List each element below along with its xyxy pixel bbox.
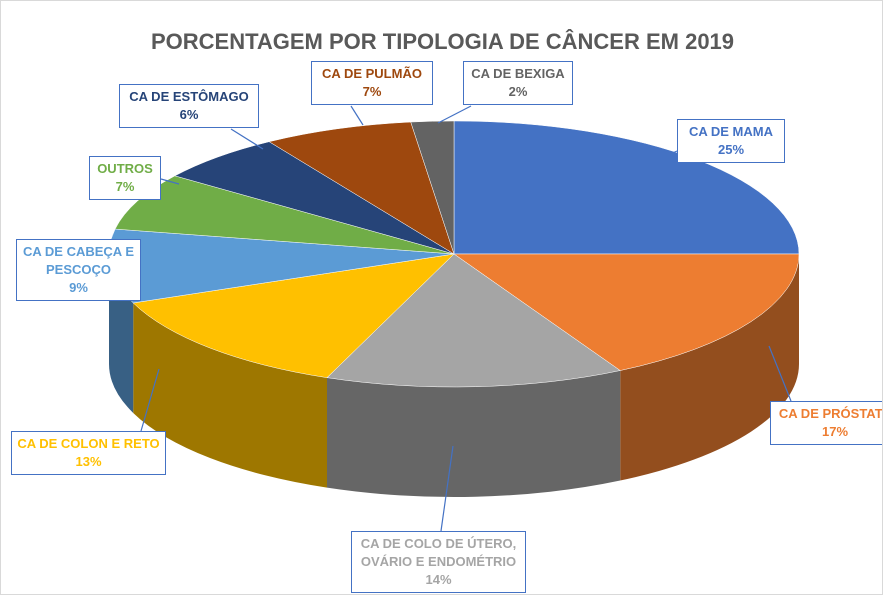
slice-side bbox=[620, 254, 799, 481]
label-category: CA DE CABEÇA E PESCOÇO bbox=[23, 244, 134, 277]
label-value: 13% bbox=[75, 454, 102, 469]
data-label: CA DE MAMA 25% bbox=[677, 119, 785, 163]
label-value: 7% bbox=[115, 179, 135, 194]
slice bbox=[132, 253, 455, 378]
leader-line bbox=[665, 150, 678, 157]
label-category: CA DE ESTÔMAGO bbox=[129, 89, 249, 104]
label-value: 17% bbox=[821, 424, 849, 439]
data-label: CA DE ESTÔMAGO 6% bbox=[119, 84, 259, 128]
label-category: CA DE PRÓSTATA bbox=[778, 406, 883, 421]
slice bbox=[174, 141, 455, 255]
label-value: 2% bbox=[508, 84, 528, 99]
data-label: CA DE CABEÇA E PESCOÇO 9% bbox=[16, 239, 141, 301]
leader-line bbox=[140, 368, 160, 432]
slice bbox=[453, 253, 800, 371]
slice bbox=[410, 120, 455, 255]
label-category: CA DE COLON E RETO bbox=[17, 436, 160, 451]
leader-line bbox=[437, 105, 472, 124]
leader-line bbox=[350, 105, 364, 126]
data-label: OUTROS 7% bbox=[89, 156, 161, 200]
slice bbox=[326, 253, 621, 388]
data-label: CA DE PRÓSTATA 17% bbox=[770, 401, 883, 445]
leader-line bbox=[230, 128, 264, 150]
leader-line bbox=[160, 178, 180, 185]
data-label: CA DE BEXIGA 2% bbox=[463, 61, 573, 105]
leader-line bbox=[768, 345, 792, 402]
data-label: CA DE COLO DE ÚTERO, OVÁRIO E ENDOMÉTRIO… bbox=[351, 531, 526, 593]
slice-side bbox=[326, 370, 621, 497]
leader-line bbox=[440, 445, 454, 532]
label-category: CA DE PULMÃO bbox=[322, 66, 422, 81]
data-label: CA DE PULMÃO 7% bbox=[311, 61, 433, 105]
label-value: 6% bbox=[179, 107, 199, 122]
data-label: CA DE COLON E RETO 13% bbox=[11, 431, 166, 475]
label-value: 7% bbox=[362, 84, 382, 99]
label-category: CA DE MAMA bbox=[688, 124, 773, 139]
label-category: CA DE BEXIGA bbox=[471, 66, 565, 81]
label-category: OUTROS bbox=[97, 161, 153, 176]
chart-title: PORCENTAGEM POR TIPOLOGIA DE CÂNCER EM 2… bbox=[150, 29, 735, 54]
label-value: 25% bbox=[717, 142, 745, 157]
label-value: 14% bbox=[425, 572, 452, 587]
slice-side bbox=[133, 302, 327, 488]
label-category: CA DE COLO DE ÚTERO, OVÁRIO E ENDOMÉTRIO bbox=[360, 536, 517, 569]
slice bbox=[114, 175, 455, 255]
label-value: 9% bbox=[69, 280, 88, 295]
slice bbox=[268, 121, 455, 255]
